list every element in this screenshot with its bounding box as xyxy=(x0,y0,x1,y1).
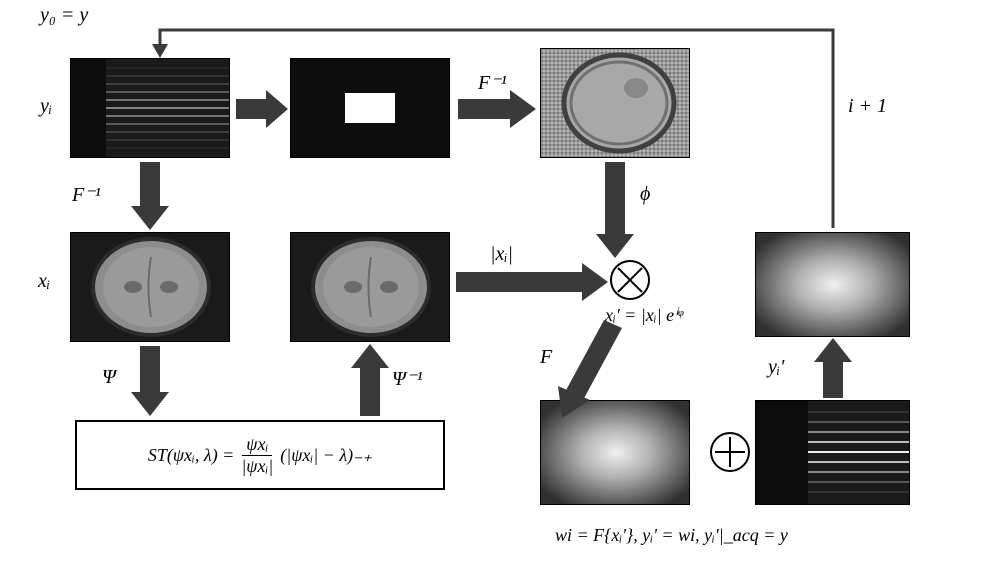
label-phi: ϕ xyxy=(640,183,650,206)
label-absxi: |xᵢ| xyxy=(490,243,513,266)
label-F: F xyxy=(540,346,552,369)
label-Psi: Ψ xyxy=(102,366,116,389)
arrow-otimes-to-F xyxy=(558,320,622,418)
label-Finv-top: F⁻¹ xyxy=(478,70,507,95)
arrow-brain2-to-otimes xyxy=(456,263,608,301)
arrow-mask-to-phase xyxy=(458,90,536,128)
arrow-yi-to-mask xyxy=(236,90,288,128)
label-yprime: yᵢ' xyxy=(768,356,784,379)
arrow-formula-to-brain2 xyxy=(351,344,389,416)
label-Finv-left: F⁻¹ xyxy=(72,182,101,207)
arrow-phase-to-otimes xyxy=(596,162,634,258)
arrow-yi-to-xi xyxy=(131,162,169,230)
label-PsiInv: Ψ⁻¹ xyxy=(392,366,423,391)
arrow-yprime-up xyxy=(814,338,852,398)
arrow-xi-to-formula xyxy=(131,346,169,416)
